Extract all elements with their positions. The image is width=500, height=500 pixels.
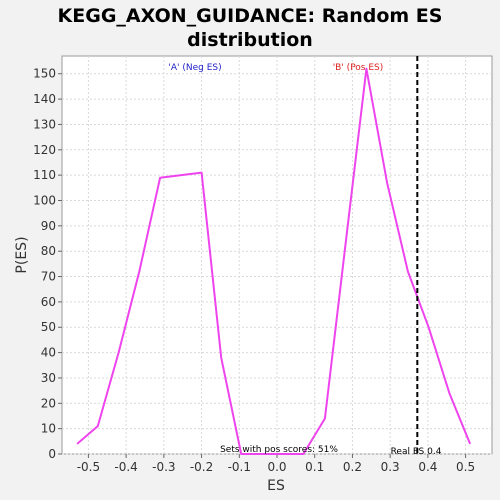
es-distribution-series-line (76, 67, 472, 455)
pos-es-label: 'B' (Pos ES) (333, 63, 384, 73)
y-axis-ticks: 0 10 20 30 40 50 60 70 80 90 100 110 120 130 140 150 (33, 67, 62, 461)
y-tick-label: 90 (41, 219, 56, 233)
y-tick-label: 30 (41, 371, 56, 385)
y-tick-label: 80 (41, 244, 56, 258)
x-axis-label: ES (267, 478, 285, 494)
x-tick-label: -0.2 (190, 460, 213, 474)
x-tick-label: -0.1 (228, 460, 251, 474)
x-tick-label: -0.4 (114, 460, 137, 474)
neg-es-label: 'A' (Neg ES) (168, 63, 221, 73)
x-tick-label: 0.0 (267, 460, 286, 474)
y-tick-label: 70 (41, 270, 56, 284)
y-tick-label: 0 (48, 447, 56, 461)
y-tick-label: 50 (41, 320, 56, 334)
y-tick-label: 110 (33, 168, 56, 182)
y-tick-label: 140 (33, 92, 56, 106)
x-tick-label: -0.5 (77, 460, 100, 474)
x-tick-label: 0.5 (456, 460, 475, 474)
x-axis-ticks: -0.5 -0.4 -0.3 -0.2 -0.1 0.0 0.1 0.2 0.3 0.4 0.5 (77, 454, 475, 474)
chart-title-line2: distribution (187, 29, 313, 51)
y-tick-label: 100 (33, 193, 56, 207)
x-tick-label: 0.2 (343, 460, 362, 474)
y-tick-label: 60 (41, 295, 56, 309)
y-tick-label: 20 (41, 396, 56, 410)
y-axis-label: P(ES) (14, 236, 30, 273)
y-tick-label: 10 (41, 422, 56, 436)
y-tick-label: 120 (33, 143, 56, 157)
sets-with-pos-scores-label: Sets with pos scores: 51% (220, 445, 338, 455)
chart-title-line1: KEGG_AXON_GUIDANCE: Random ES (58, 5, 443, 27)
x-tick-label: 0.4 (418, 460, 437, 474)
real-es-label: Real ES 0.4 (391, 447, 442, 457)
x-tick-label: 0.3 (381, 460, 400, 474)
plot-area (61, 55, 493, 455)
y-tick-label: 40 (41, 346, 56, 360)
y-tick-label: 130 (33, 117, 56, 131)
series-lines (76, 67, 472, 455)
x-tick-label: 0.1 (305, 460, 324, 474)
x-tick-label: -0.3 (152, 460, 175, 474)
y-tick-label: 150 (33, 67, 56, 81)
